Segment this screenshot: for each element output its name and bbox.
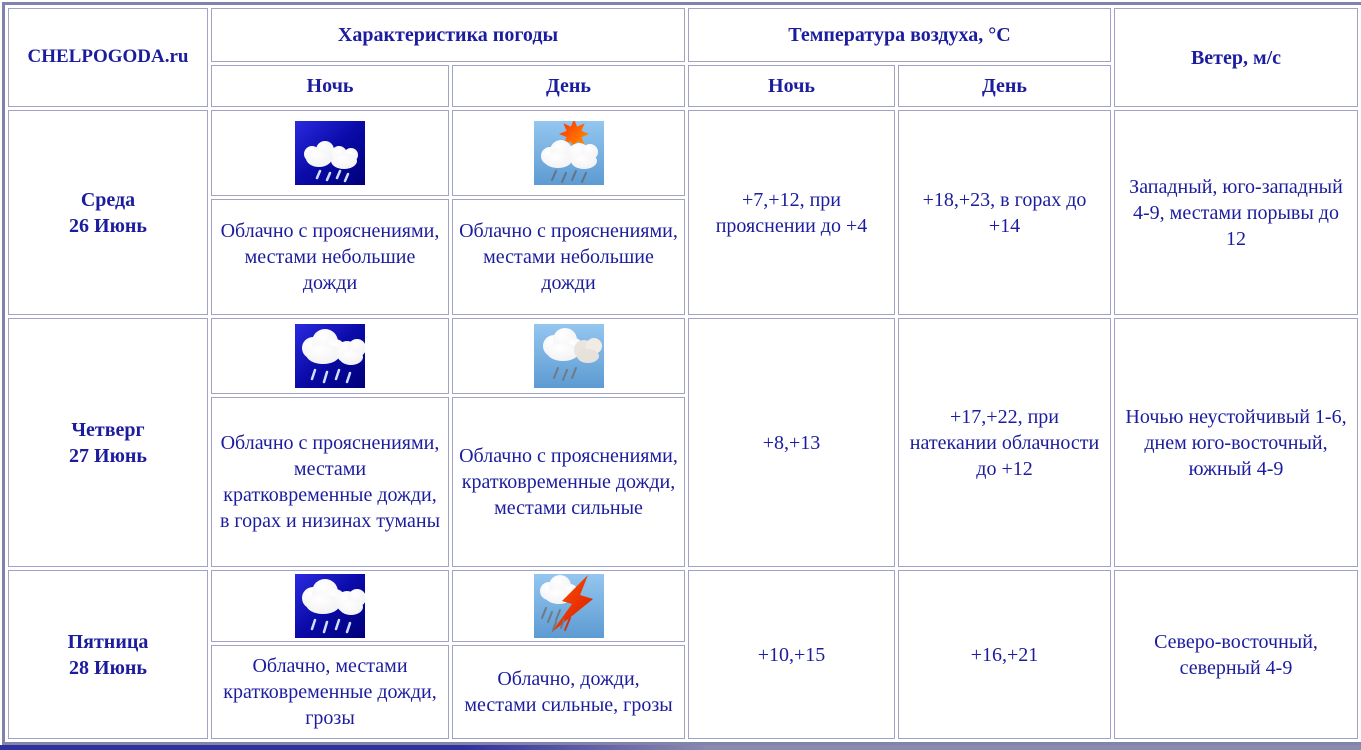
night-description: Облачно, местами кратковременные дожди, … [211,645,449,739]
weather-icon-use [295,324,365,388]
day-date-cell: Среда 26 Июнь [8,110,208,315]
day-date: 27 Июнь [69,444,147,467]
temperature-day-cell: +16,+21 [898,570,1111,739]
wind-cell: Западный, юго-западный 4-9, местами поры… [1114,110,1358,315]
night-icon-cell [211,570,449,642]
night-icon-cell [211,110,449,196]
weather-icon-use [534,324,604,388]
night-description: Облачно с прояснениями, местами небольши… [211,199,449,315]
clouds-rain-night-icon [295,574,365,638]
day-date: 26 Июнь [69,214,147,237]
weather-icon-use [295,574,365,638]
temperature-day-cell: +18,+23, в горах до +14 [898,110,1111,315]
day-description: Облачно с прояснениями, кратковременные … [452,397,685,567]
day-icon-cell [452,570,685,642]
day-description: Облачно с прояснениями, местами небольши… [452,199,685,315]
column-header-temperature: Температура воздуха, °С [688,8,1111,62]
site-logo[interactable]: CHELPOGODA.ru [8,8,208,107]
day-description: Облачно, дожди, местами сильные, грозы [452,645,685,739]
weather-icon-use [534,574,604,638]
day-icon-cell [452,318,685,394]
day-name: Пятница [67,630,149,653]
subheader-temperature-day: День [898,65,1111,107]
column-header-characteristics: Характеристика погоды [211,8,685,62]
day-date-cell: Пятница 28 Июнь [8,570,208,739]
night-icon-cell [211,318,449,394]
clouds-rain-night-icon [295,324,365,388]
sun-clouds-rain-icon [534,121,604,185]
day-date: 28 Июнь [69,656,147,679]
weather-icon-use [534,121,604,185]
subheader-characteristics-day: День [452,65,685,107]
subheader-characteristics-night: Ночь [211,65,449,107]
day-name: Четверг [71,418,145,441]
weather-icon-use [295,121,365,185]
column-header-wind: Ветер, м/с [1114,8,1358,107]
thunderstorm-rain-icon [534,574,604,638]
bottom-divider [0,745,1361,750]
day-name: Среда [80,188,136,211]
day-date-cell: Четверг 27 Июнь [8,318,208,567]
wind-cell: Северо-восточный, северный 4-9 [1114,570,1358,739]
temperature-day-cell: +17,+22, при натекании облачности до +12 [898,318,1111,567]
subheader-temperature-night: Ночь [688,65,895,107]
moon-clouds-rain-icon [295,121,365,185]
temperature-night-cell: +7,+12, при прояснении до +4 [688,110,895,315]
night-description: Облачно с прояснениями, местами кратковр… [211,397,449,567]
day-icon-cell [452,110,685,196]
wind-cell: Ночью неустойчивый 1-6, днем юго-восточн… [1114,318,1358,567]
temperature-night-cell: +8,+13 [688,318,895,567]
clouds-rain-day-icon [534,324,604,388]
temperature-night-cell: +10,+15 [688,570,895,739]
